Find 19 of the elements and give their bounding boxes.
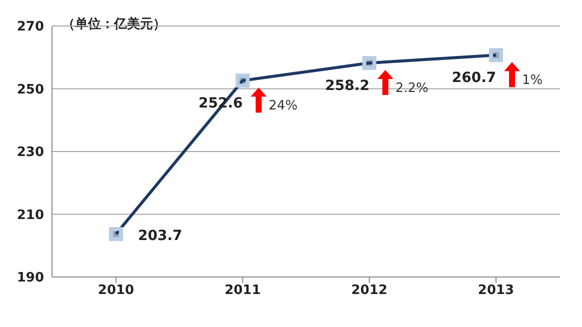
data-label: 260.7: [452, 70, 496, 86]
x-tick-label: 2010: [98, 283, 134, 298]
y-tick-label: 190: [16, 270, 44, 286]
annotation: 24%: [268, 98, 298, 114]
annotation: 1%: [522, 73, 543, 88]
y-tick-label: 250: [16, 82, 44, 98]
data-label: 258.2: [325, 78, 370, 94]
x-tick-label: 2013: [478, 283, 514, 298]
data-label: 203.7: [138, 228, 182, 244]
point: [489, 48, 503, 62]
point: [109, 227, 123, 242]
point: [362, 56, 376, 70]
point: [236, 74, 250, 88]
y-tick-label: 270: [16, 20, 44, 35]
x-tick-label: 2012: [351, 283, 388, 298]
y-tick-label: 210: [16, 208, 44, 223]
annotation: 2.2%: [395, 81, 428, 96]
x-tick-label: 2011: [224, 283, 261, 298]
y-tick-label: 230: [16, 145, 44, 160]
